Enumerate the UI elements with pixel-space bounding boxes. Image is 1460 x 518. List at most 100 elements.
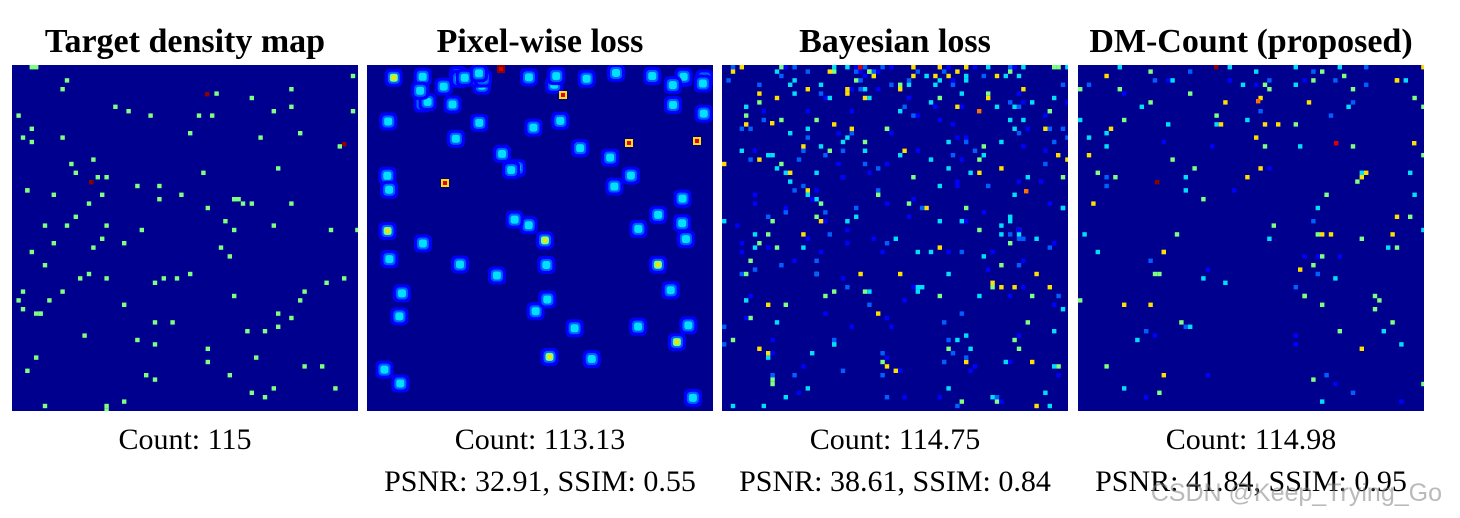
density-pixel [783, 205, 788, 211]
density-pixel [1016, 91, 1022, 96]
density-pixel [1302, 254, 1307, 259]
density-pixel [1258, 166, 1263, 171]
density-pixel [1421, 65, 1424, 70]
density-pixel [911, 197, 916, 202]
density-pixel [1043, 148, 1048, 153]
density-pixel [722, 219, 727, 224]
density-pixel [69, 161, 74, 167]
density-pixel [955, 337, 960, 343]
density-pixel [858, 87, 863, 92]
density-pixel [1104, 73, 1109, 79]
density-pixel [1412, 95, 1417, 101]
density-pixel [757, 241, 762, 246]
density-pixel [1311, 219, 1316, 224]
density-pixel [840, 139, 846, 145]
density-pixel [1148, 302, 1153, 307]
density-pixel [880, 351, 885, 356]
density-pixel [730, 69, 736, 74]
density-pixel [840, 276, 846, 281]
density-pixel [911, 285, 916, 290]
density-blob [565, 319, 584, 338]
density-pixel [959, 249, 964, 255]
density-pixel [170, 320, 175, 325]
density-pixel [964, 73, 969, 79]
density-blob [487, 266, 506, 285]
density-pixel [946, 65, 951, 70]
density-pixel [1161, 249, 1166, 255]
density-pixel [1060, 205, 1066, 211]
density-pixel [752, 245, 758, 250]
density-pixel [1152, 333, 1158, 338]
density-pixel [1052, 302, 1057, 307]
density-pixel [499, 67, 503, 71]
density-pixel [1034, 236, 1039, 241]
density-pixel [792, 65, 797, 70]
density-pixel [1056, 293, 1061, 299]
metrics-label: PSNR: 41.84, SSIM: 0.95 [1095, 465, 1407, 498]
density-pixel [16, 113, 21, 118]
density-pixel [915, 113, 920, 118]
density-pixel [1003, 359, 1008, 365]
density-pixel [1293, 342, 1298, 347]
density-pixel [1311, 263, 1316, 268]
density-pixel [748, 258, 753, 263]
density-pixel [836, 161, 841, 167]
density-pixel [814, 117, 819, 123]
density-pixel [1262, 144, 1268, 149]
density-pixel [840, 175, 846, 180]
density-pixel [249, 95, 254, 101]
density-pixel [1394, 214, 1400, 219]
density-pixel [867, 69, 872, 74]
density-pixel [946, 386, 951, 391]
density-pixel [968, 368, 973, 373]
density-pixel [1350, 100, 1356, 105]
density-blob [621, 166, 640, 185]
density-blob [676, 230, 695, 249]
density-pixel [350, 73, 356, 79]
density-pixel [845, 285, 850, 290]
density-pixel [262, 329, 268, 334]
density-pixel [981, 73, 986, 79]
density-pixel [1052, 364, 1057, 369]
density-pixel [854, 69, 859, 74]
density-pixel [823, 311, 828, 316]
density-pixel [814, 258, 819, 263]
density-pixel [942, 359, 947, 365]
density-blob [519, 68, 538, 87]
density-pixel [1359, 170, 1364, 175]
density-pixel [1227, 78, 1232, 83]
density-pixel [1254, 82, 1259, 87]
panel-title: Pixel-wise loss [436, 23, 644, 60]
density-blob [413, 67, 432, 86]
density-pixel [950, 78, 956, 83]
density-pixel [1390, 320, 1395, 325]
density-pixel [1232, 188, 1237, 193]
density-pixel [889, 131, 894, 136]
density-pixel [1315, 271, 1320, 277]
density-blob [451, 255, 470, 274]
density-pixel [906, 95, 912, 101]
density-pixel [1408, 170, 1413, 175]
density-pixel [1254, 135, 1259, 140]
density-pixel [1311, 69, 1316, 74]
density-blob [629, 317, 648, 336]
density-pixel [627, 141, 631, 145]
density-pixel [89, 180, 94, 185]
panel-bayesian-loss: Bayesian loss Count: 114.75 PSNR: 38.61,… [722, 0, 1068, 518]
density-pixel [849, 324, 854, 329]
density-pixel [113, 104, 118, 109]
density-pixel [29, 65, 34, 70]
density-pixel [1324, 192, 1329, 197]
density-pixel [1052, 95, 1057, 101]
density-pixel [902, 104, 907, 109]
density-pixel [796, 390, 802, 395]
density-pixel [999, 166, 1004, 171]
density-map-image [722, 65, 1068, 411]
panel-title: DM-Count (proposed) [1089, 23, 1413, 60]
density-pixel [1016, 236, 1022, 241]
density-pixel [1043, 126, 1048, 131]
density-pixel [832, 342, 837, 347]
density-pixel [933, 82, 938, 87]
density-pixel [1337, 329, 1342, 334]
density-pixel [876, 69, 881, 74]
